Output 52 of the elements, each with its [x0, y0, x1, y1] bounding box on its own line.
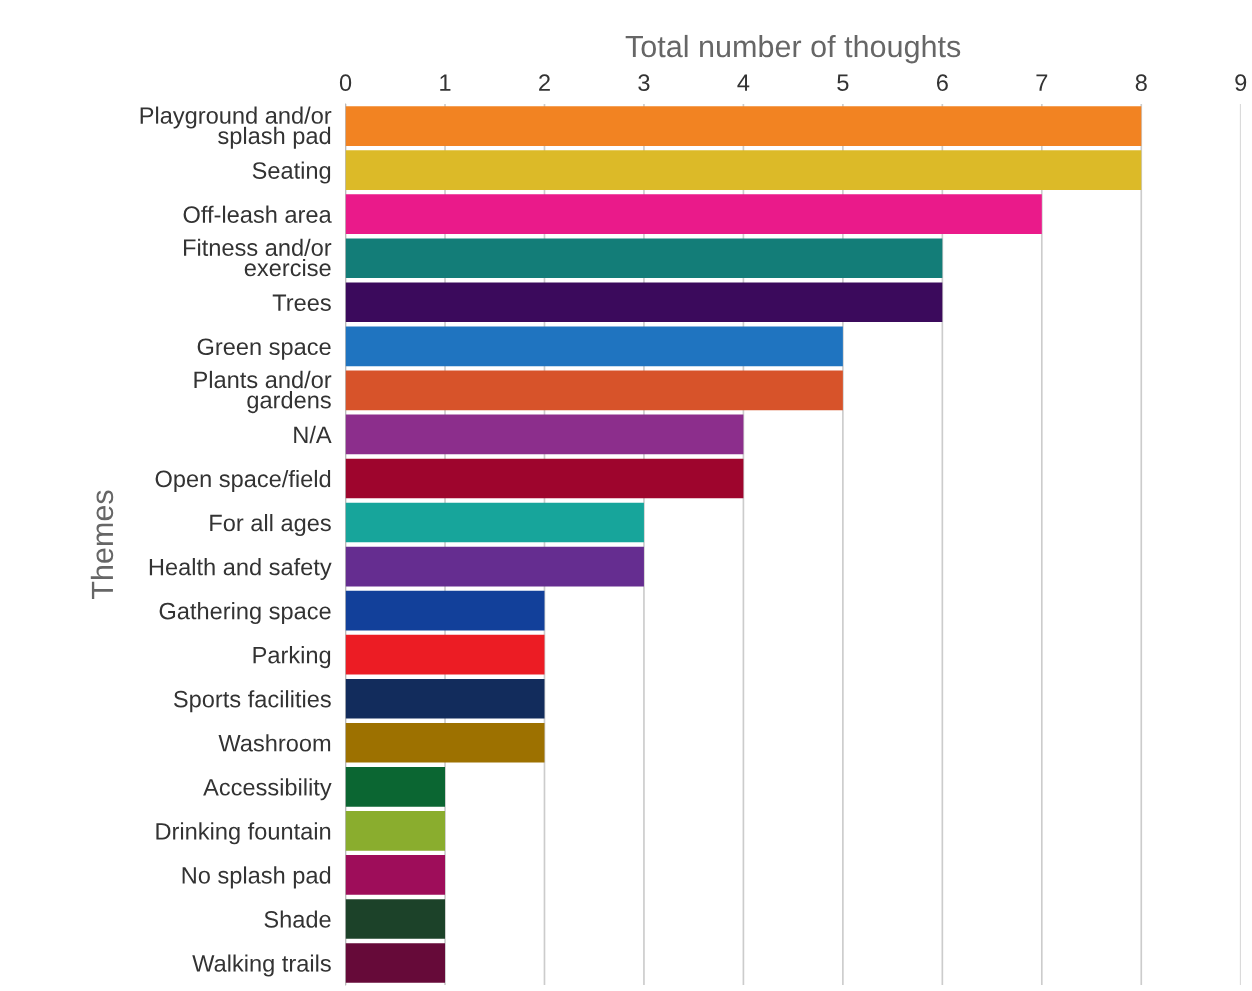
x-tick-label: 5: [837, 74, 849, 92]
y-tick-label: Playground and/or splash pad: [140, 106, 332, 149]
bar: [345, 678, 545, 719]
bar: [345, 943, 446, 983]
bar: [345, 194, 1042, 234]
bar: [345, 767, 446, 807]
bar: [345, 722, 545, 763]
bar: [345, 546, 644, 587]
y-tick-label: Seating: [252, 161, 331, 184]
y-tick-label: For all ages: [210, 513, 331, 536]
x-tick-label: 3: [638, 74, 650, 92]
bar: [345, 326, 843, 367]
x-tick-label: 6: [936, 74, 948, 92]
y-tick-label: Off-leash area: [183, 205, 332, 223]
bar: [345, 106, 1142, 146]
y-tick-label: Green space: [197, 338, 331, 360]
bar: [345, 458, 744, 499]
x-tick-label: 2: [539, 74, 550, 91]
bar: [345, 899, 446, 939]
y-tick-label: Drinking fountain: [156, 822, 331, 845]
y-tick-label: Sports facilities: [173, 690, 331, 713]
x-axis-title: Total number of thoughts: [625, 34, 961, 64]
bar: [345, 590, 545, 631]
x-tick-label: 0: [339, 74, 352, 92]
y-tick-label: Fitness and/or exercise: [184, 238, 332, 277]
bar: [345, 370, 843, 411]
x-tick-label: 4: [737, 74, 750, 91]
x-tick-label: 9: [1235, 74, 1247, 92]
x-tick-label: 1: [440, 74, 451, 91]
y-tick-label: Open space/field: [155, 469, 331, 492]
y-tick-label: Accessibility: [203, 778, 332, 801]
y-tick-label: Gathering space: [159, 602, 331, 625]
bar: [345, 282, 943, 323]
x-tick-label: 7: [1036, 74, 1048, 91]
bar: [345, 502, 644, 543]
y-tick-label: Walking trails: [192, 954, 331, 977]
bar: [345, 414, 744, 455]
y-tick-label: No splash pad: [182, 866, 331, 889]
y-tick-label: Trees: [272, 294, 331, 312]
y-tick-label: Health and safety: [149, 558, 332, 581]
bar: [345, 150, 1142, 190]
y-tick-label: N/A: [294, 425, 332, 444]
bar: [345, 811, 446, 851]
y-tick-label: Shade: [264, 910, 331, 928]
y-tick-label: Plants and/or gardens: [194, 370, 332, 414]
bar: [345, 238, 943, 279]
y-tick-label: Washroom: [218, 734, 331, 752]
x-tick-label: 8: [1135, 74, 1147, 92]
bar: [345, 855, 446, 895]
bar: [345, 634, 545, 675]
y-axis-title: Themes: [90, 490, 114, 600]
y-tick-label: Parking: [253, 646, 331, 669]
